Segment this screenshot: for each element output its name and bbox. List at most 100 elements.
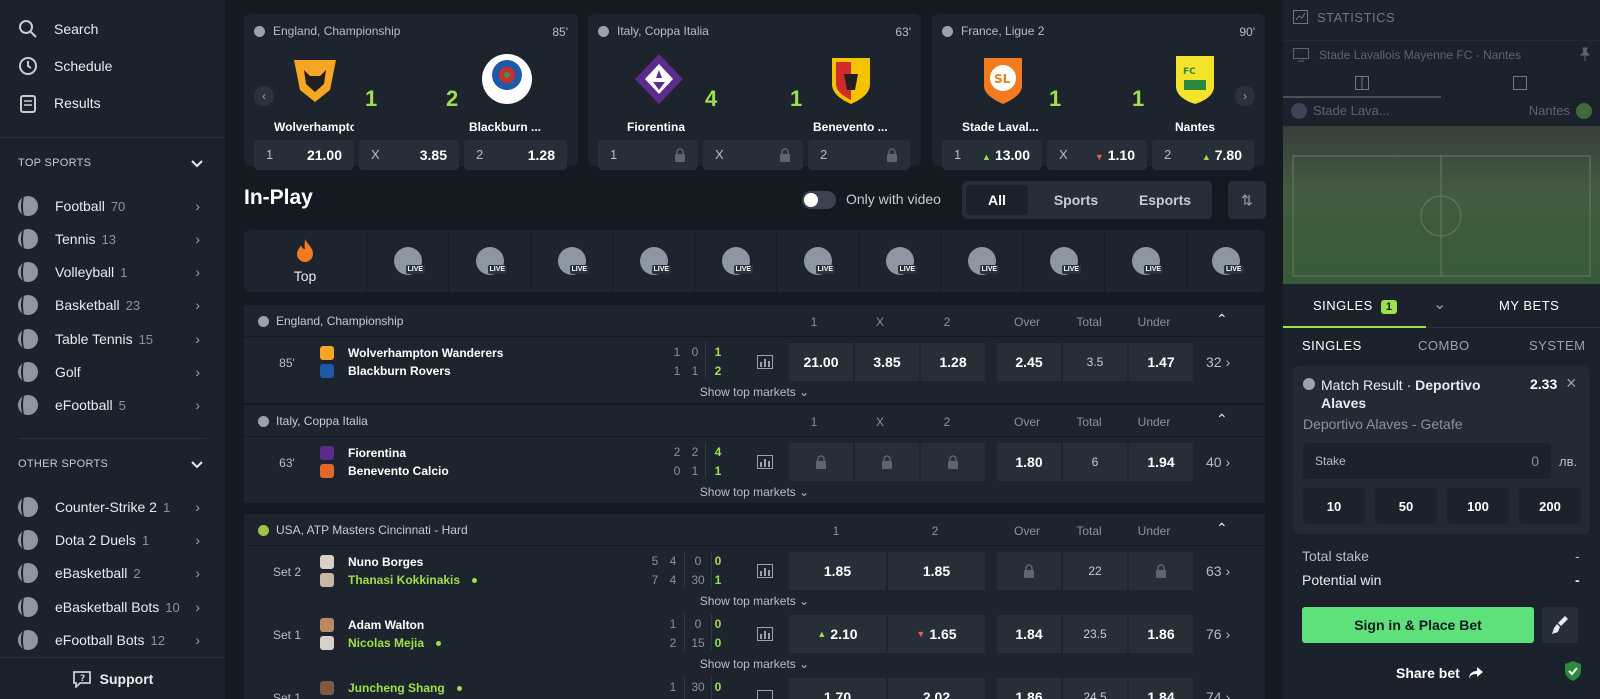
sport-filter-volleyball[interactable]: LIVE: [530, 230, 612, 292]
chevron-down-icon[interactable]: ⌄: [1433, 296, 1447, 313]
sport-filter-basketball[interactable]: LIVE: [612, 230, 694, 292]
sport-volleyball[interactable]: Volleyball 1 ›: [18, 260, 208, 284]
tab-stats[interactable]: [1441, 70, 1600, 98]
stats-icon[interactable]: [757, 564, 773, 578]
tab-my-bets[interactable]: MY BETS: [1499, 298, 1560, 313]
show-top-markets[interactable]: Show top markets ⌄: [699, 594, 810, 608]
sport-ebasketball[interactable]: eBasketball 2 ›: [18, 561, 208, 585]
more-markets-link[interactable]: 40 ›: [1206, 454, 1231, 470]
odd-button[interactable]: 1.47: [1129, 343, 1193, 381]
sport-filter-efootball-bots[interactable]: LIVE: [1104, 230, 1186, 292]
prev-arrow-button[interactable]: ‹: [254, 86, 274, 106]
group-header[interactable]: Italy, Coppa Italia 1 X 2 Over Total Und…: [244, 405, 1265, 437]
next-arrow-button[interactable]: ›: [1235, 86, 1255, 106]
sport-filter-top[interactable]: Top: [244, 230, 366, 292]
subtab-system[interactable]: SYSTEM: [1529, 338, 1586, 353]
quick-stake-button[interactable]: 100: [1447, 488, 1509, 524]
sport-ebasketball-bots[interactable]: eBasketball Bots 10 ›: [18, 595, 208, 619]
odd-button[interactable]: 1 21.00: [254, 140, 354, 170]
sport-counter-strike-2[interactable]: Counter-Strike 2 1 ›: [18, 495, 208, 519]
sport-filter-ebasketball[interactable]: LIVE: [1022, 230, 1104, 292]
stake-input[interactable]: Stake 0: [1303, 443, 1551, 479]
odd-button[interactable]: 1.94: [1129, 443, 1193, 481]
sport-table-tennis[interactable]: Table Tennis 15 ›: [18, 327, 208, 351]
featured-match-card[interactable]: England, Championship 85' ‹ 1 2 Wolverha…: [244, 14, 578, 170]
sport-filter-ebasketball-bots[interactable]: LIVE: [1186, 230, 1265, 292]
odd-button[interactable]: 1.84: [1129, 678, 1193, 699]
match-row[interactable]: Set 2 Nuno Borges Thanasi Kokkinakis 5 4…: [244, 547, 1265, 609]
show-top-markets[interactable]: Show top markets ⌄: [699, 657, 810, 671]
group-header[interactable]: England, Championship 1 X 2 Over Total U…: [244, 305, 1265, 337]
sport-football[interactable]: Football 70 ›: [18, 194, 208, 218]
quick-stake-button[interactable]: 10: [1303, 488, 1365, 524]
odd-button[interactable]: 1.28: [921, 343, 985, 381]
sport-efootball[interactable]: eFootball 5 ›: [18, 393, 208, 417]
match-row[interactable]: 85' Wolverhampton Wanderers Blackburn Ro…: [244, 338, 1265, 403]
odd-button[interactable]: ▼ 1.65: [888, 615, 985, 653]
share-bet-button[interactable]: Share bet: [1396, 665, 1484, 681]
sport-filter-counter-strike[interactable]: LIVE: [858, 230, 940, 292]
nav-schedule[interactable]: Schedule: [18, 54, 112, 78]
stats-icon[interactable]: [757, 355, 773, 369]
odd-button[interactable]: X 3.85: [359, 140, 459, 170]
subtab-singles[interactable]: SINGLES: [1302, 338, 1362, 353]
sport-basketball[interactable]: Basketball 23 ›: [18, 293, 208, 317]
more-markets-link[interactable]: 74 ›: [1206, 689, 1230, 699]
odd-button[interactable]: 2.45: [997, 343, 1061, 381]
featured-match-card[interactable]: France, Ligue 2 90' › SL FC 1 1 Stade La…: [932, 14, 1265, 170]
odd-button[interactable]: 1.85: [789, 552, 886, 590]
odd-button[interactable]: 2.02: [888, 678, 985, 699]
odd-button[interactable]: 21.00: [789, 343, 853, 381]
tab-sports[interactable]: Sports: [1053, 192, 1099, 208]
collapse-all-button[interactable]: ⇅: [1228, 181, 1266, 219]
sport-filter-tennis[interactable]: LIVE: [448, 230, 530, 292]
tab-esports[interactable]: Esports: [1138, 192, 1192, 208]
stats-icon[interactable]: [757, 627, 773, 641]
sport-filter-dota[interactable]: LIVE: [940, 230, 1022, 292]
sport-tennis[interactable]: Tennis 13 ›: [18, 227, 208, 251]
odd-button[interactable]: 1.80: [997, 443, 1061, 481]
video-toggle[interactable]: [802, 191, 836, 209]
odd-button[interactable]: 3.85: [855, 343, 919, 381]
match-selector[interactable]: Stade Lavallois Mayenne FC - Nantes: [1283, 40, 1600, 68]
match-row[interactable]: Set 1 Adam Walton Nicolas Mejia 1 0 0 2 …: [244, 610, 1265, 672]
more-markets-link[interactable]: 76 ›: [1206, 626, 1231, 642]
odd-button[interactable]: 1.84: [997, 615, 1061, 653]
odd-button[interactable]: 2 1.28: [464, 140, 567, 170]
quick-stake-button[interactable]: 50: [1375, 488, 1437, 524]
place-bet-button[interactable]: Sign in & Place Bet: [1302, 607, 1534, 643]
stats-icon[interactable]: [757, 455, 773, 469]
odd-button[interactable]: 1 ▲ 13.00: [942, 140, 1042, 170]
odd-button[interactable]: 1.86: [997, 678, 1061, 699]
chevron-up-icon[interactable]: ⌃: [1216, 311, 1228, 327]
remove-bet-icon[interactable]: ×: [1566, 373, 1577, 393]
quick-stake-button[interactable]: 200: [1519, 488, 1581, 524]
sport-filter-efootball[interactable]: LIVE: [776, 230, 858, 292]
odd-button[interactable]: 1.86: [1129, 615, 1193, 653]
pin-icon[interactable]: [1578, 47, 1592, 61]
statistics-header[interactable]: STATISTICS: [1283, 0, 1600, 34]
stats-icon[interactable]: [757, 690, 773, 699]
chevron-down-icon[interactable]: [190, 157, 204, 171]
odd-button[interactable]: 1.70: [789, 678, 886, 699]
show-top-markets[interactable]: Show top markets ⌄: [699, 385, 810, 399]
sport-dota-2-duels[interactable]: Dota 2 Duels 1 ›: [18, 528, 208, 552]
group-header[interactable]: USA, ATP Masters Cincinnati - Hard 1 2 O…: [244, 514, 1265, 546]
tab-singles[interactable]: SINGLES 1: [1313, 298, 1398, 314]
featured-match-card[interactable]: Italy, Coppa Italia 63' 4 1 Fiorentina B…: [588, 14, 921, 170]
tab-all[interactable]: All: [966, 185, 1028, 215]
sport-filter-table-tennis[interactable]: LIVE: [694, 230, 776, 292]
match-row[interactable]: 63' Fiorentina Benevento Calcio 2 2 4 0 …: [244, 438, 1265, 503]
nav-search[interactable]: Search: [18, 17, 98, 41]
odd-button[interactable]: ▲ 2.10: [789, 615, 886, 653]
chevron-up-icon[interactable]: ⌃: [1216, 411, 1228, 427]
odd-button[interactable]: 1.85: [888, 552, 985, 590]
more-markets-link[interactable]: 63 ›: [1206, 563, 1231, 579]
subtab-combo[interactable]: COMBO: [1418, 338, 1470, 353]
match-row[interactable]: Set 1 Juncheng Shang 1 30 0 1.70 2.02 1.…: [244, 673, 1265, 699]
sport-efootball-bots[interactable]: eFootball Bots 12 ›: [18, 628, 208, 652]
support-button[interactable]: ? Support: [0, 657, 225, 699]
odd-button[interactable]: X ▼ 1.10: [1047, 140, 1147, 170]
chevron-down-icon[interactable]: [190, 458, 204, 472]
tab-tracker[interactable]: [1283, 70, 1441, 98]
